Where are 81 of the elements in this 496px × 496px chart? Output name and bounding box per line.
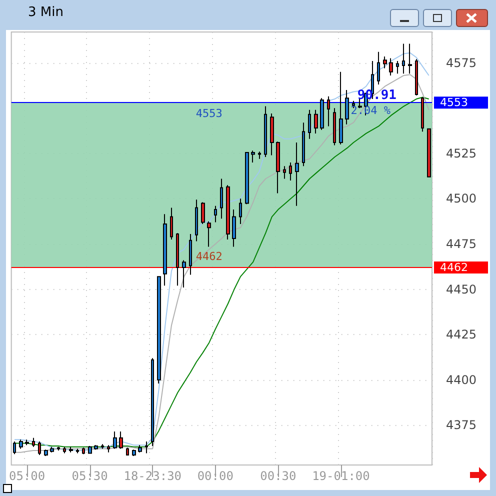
- candlestick: [119, 430, 123, 450]
- candlestick: [232, 209, 236, 248]
- candlestick: [226, 184, 230, 240]
- annotation: 4462: [196, 250, 222, 264]
- candlestick: [88, 445, 92, 454]
- candlestick: [195, 199, 198, 242]
- candlestick: [421, 96, 424, 132]
- candlestick: [270, 113, 274, 156]
- candlestick: [101, 444, 104, 450]
- candlestick: [138, 444, 142, 453]
- ref-line-label: 4462: [440, 261, 468, 274]
- candlestick: [13, 440, 16, 455]
- y-tick-label: 4400: [446, 372, 477, 387]
- x-tick-label: 19-01:00: [312, 469, 370, 483]
- candlestick: [151, 358, 154, 446]
- candlestick: [377, 51, 380, 86]
- candlestick: [25, 439, 29, 446]
- y-tick-label: 4375: [446, 418, 477, 432]
- candlestick: [308, 109, 311, 140]
- x-tick-label: 00:30: [260, 469, 296, 483]
- candlestick: [214, 205, 217, 223]
- candlestick: [157, 276, 161, 384]
- candlestick: [383, 56, 387, 69]
- candlestick: [339, 71, 343, 145]
- candlestick: [163, 214, 167, 286]
- candlestick: [283, 166, 286, 180]
- candlestick: [345, 89, 349, 125]
- candlestick: [189, 234, 192, 276]
- candlestick: [176, 232, 179, 286]
- candlestick: [251, 150, 255, 163]
- y-tick-label: 4425: [446, 328, 477, 342]
- candlestick: [94, 444, 98, 450]
- candlestick: [264, 106, 267, 158]
- candlestick: [258, 151, 261, 160]
- candlestick: [276, 141, 280, 194]
- candlestick: [38, 440, 41, 456]
- candlestick: [389, 58, 393, 76]
- candlestick: [19, 439, 23, 450]
- candlestick: [50, 446, 54, 453]
- candlestick: [69, 446, 73, 453]
- candlestick: [126, 447, 129, 456]
- candlestick: [63, 446, 66, 454]
- candlestick: [396, 60, 399, 74]
- x-tick-label: 18-23:30: [124, 469, 182, 483]
- y-tick-label: 4475: [446, 236, 477, 251]
- x-tick-label: 05:30: [72, 469, 108, 483]
- candlestick: [107, 444, 110, 453]
- candlestick: [44, 449, 48, 456]
- candlestick: [402, 43, 405, 74]
- y-tick-label: 4575: [446, 56, 477, 70]
- ref-line-label: 4553: [440, 96, 468, 110]
- annotation: 4553: [196, 107, 222, 120]
- candlestick: [170, 207, 173, 240]
- candlestick: [333, 108, 336, 146]
- chart-title: 3 Min: [28, 5, 64, 20]
- candlestick: [314, 109, 318, 134]
- candlestick: [408, 43, 412, 74]
- candlestick: [32, 437, 35, 448]
- y-tick-label: 4450: [446, 282, 477, 296]
- candlestick: [145, 440, 148, 454]
- candlestick: [302, 122, 305, 167]
- candlestick: [320, 98, 324, 130]
- candlestick: [113, 430, 117, 450]
- candlestick: [182, 260, 186, 288]
- y-tick-label: 4500: [446, 192, 477, 206]
- x-tick-label: 00:00: [197, 469, 234, 483]
- candlestick: [132, 449, 136, 456]
- candlestick: [76, 448, 79, 454]
- candlestick: [415, 58, 418, 96]
- candlestick: [289, 162, 292, 182]
- candlestick: [82, 447, 85, 455]
- candlestick: [245, 152, 249, 205]
- candlestick: [207, 220, 211, 248]
- y-tick-label: 4525: [446, 146, 477, 160]
- candlestick: [327, 96, 330, 127]
- candlestick: [427, 128, 431, 178]
- x-tick-label: 05:00: [8, 469, 46, 483]
- candlestick: [239, 198, 242, 225]
- candlestick: [201, 202, 205, 225]
- candlestick: [220, 178, 223, 220]
- candlestick: [295, 142, 299, 206]
